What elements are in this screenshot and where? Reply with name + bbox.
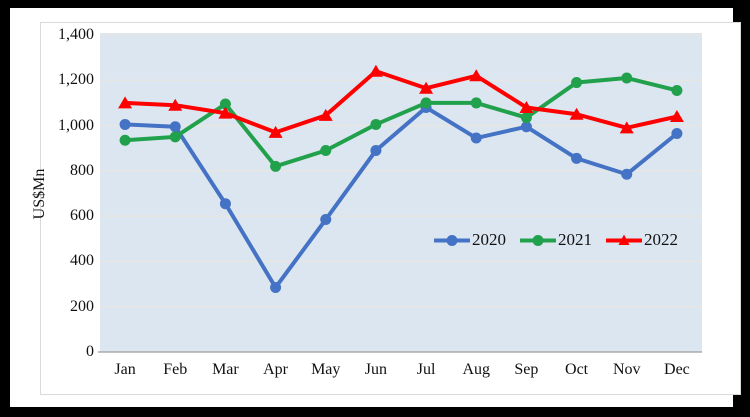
x-tick-label-Apr: Apr (263, 361, 289, 378)
data-point-2022-Jul (419, 81, 434, 94)
legend-label: 2021 (558, 230, 592, 249)
x-tick-label-Dec: Dec (664, 361, 690, 378)
data-point-2021-Jul (420, 97, 432, 109)
y-tick-label: 200 (70, 297, 94, 315)
legend-label: 2020 (472, 230, 506, 249)
x-tick-label-Sep: Sep (514, 361, 539, 378)
x-tick-label-Mar: Mar (212, 361, 239, 378)
legend: 2020 2021 2022 (434, 231, 678, 249)
data-point-2021-Jun (370, 118, 382, 130)
data-point-2020-Jun (370, 144, 382, 156)
data-point-2022-Mar (218, 106, 233, 119)
data-point-2022-Aug (469, 69, 484, 82)
data-point-2021-Dec (671, 84, 683, 96)
data-point-2021-Sep (520, 112, 532, 124)
data-point-2020-Feb (169, 121, 181, 133)
y-tick-label: 400 (70, 252, 94, 270)
series-line-2020 (123, 105, 679, 290)
y-tick-label: 800 (70, 161, 94, 179)
data-point-2020-Nov (621, 168, 633, 180)
x-tick-label-Feb: Feb (163, 361, 188, 378)
data-point-2021-Feb (169, 131, 181, 143)
series-line-2022 (123, 69, 679, 135)
data-point-2021-Aug (470, 97, 482, 109)
x-tick-label-Jul: Jul (416, 361, 436, 378)
legend-item-2020: 2020 (434, 231, 506, 249)
plot-area (100, 33, 702, 352)
legend-item-2022: 2022 (606, 231, 678, 249)
data-point-2020-Sep (520, 121, 532, 133)
data-point-2022-Nov (619, 121, 634, 134)
legend-marker-circle-icon (434, 234, 470, 246)
data-point-2022-May (318, 108, 333, 121)
y-tick-label: 600 (70, 207, 94, 225)
y-axis-title-text: US$Mn (31, 168, 48, 220)
data-point-2022-Oct (569, 107, 584, 120)
x-tick-label-Aug: Aug (462, 361, 491, 378)
data-point-2022-Jan (118, 96, 133, 109)
data-point-2020-Jan (119, 118, 131, 130)
data-point-2020-May (320, 214, 332, 226)
y-tick-label: 1,400 (58, 26, 94, 43)
data-point-2020-Oct (571, 152, 583, 164)
data-point-2021-Apr (270, 160, 282, 172)
legend-item-2021: 2021 (520, 231, 592, 249)
legend-label: 2022 (644, 230, 678, 249)
legend-marker-triangle-icon (606, 234, 642, 245)
data-point-2020-Aug (470, 132, 482, 144)
x-tick-label-Oct: Oct (565, 361, 589, 378)
x-tick-label-May: May (311, 361, 341, 378)
y-tick-label: 1,200 (58, 71, 94, 89)
x-tick-label-Jun: Jun (364, 361, 388, 378)
data-point-2022-Feb (168, 98, 183, 111)
y-tick-label: 0 (86, 343, 94, 360)
data-point-2021-Nov (621, 72, 633, 84)
data-point-2021-May (320, 144, 332, 156)
y-tick-label: 1,000 (58, 116, 94, 134)
data-point-2022-Sep (519, 100, 534, 113)
x-tick-label-Jan: Jan (114, 361, 136, 378)
data-point-2020-Dec (671, 127, 683, 139)
data-point-2022-Jun (368, 64, 383, 77)
data-point-2021-Oct (571, 77, 583, 89)
data-point-2022-Apr (268, 125, 283, 138)
legend-marker-circle-icon (520, 234, 556, 246)
data-point-2021-Mar (219, 98, 231, 110)
data-point-2020-Mar (219, 198, 231, 210)
series-line-2021 (123, 76, 679, 169)
data-point-2020-Apr (270, 281, 282, 293)
data-point-2021-Jan (119, 134, 131, 146)
data-point-2022-Dec (669, 110, 684, 123)
x-tick-label-Nov: Nov (612, 361, 641, 378)
